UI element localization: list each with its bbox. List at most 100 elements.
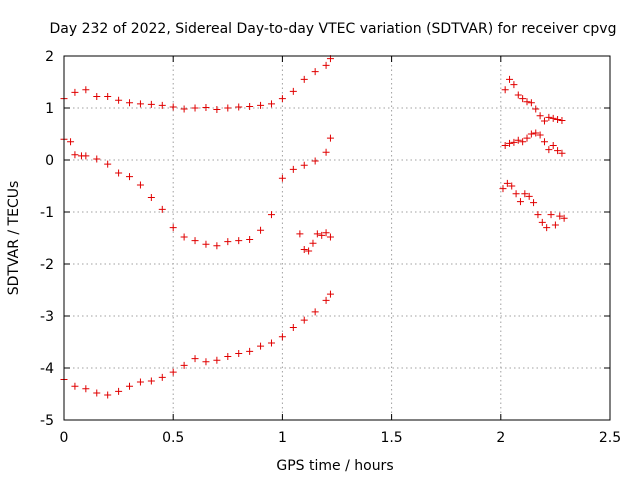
y-tick-label: 0 — [45, 153, 54, 169]
x-tick-label: 1.5 — [380, 430, 402, 446]
data-point — [158, 373, 166, 381]
series-satellite-c — [60, 290, 334, 399]
data-point — [313, 230, 321, 238]
data-point — [115, 169, 123, 177]
data-point — [311, 157, 319, 165]
data-point — [503, 179, 511, 187]
data-point — [523, 134, 531, 142]
x-tick-label: 0.5 — [162, 430, 184, 446]
data-point — [180, 361, 188, 369]
data-point — [267, 339, 275, 347]
data-point — [224, 353, 232, 361]
data-point — [257, 101, 265, 109]
y-tick-label: 2 — [45, 49, 54, 65]
data-point — [543, 224, 551, 232]
series-satellite-b — [60, 134, 334, 250]
data-point — [246, 236, 254, 244]
data-point — [126, 173, 134, 181]
data-point — [278, 174, 286, 182]
y-tick-label: -3 — [40, 309, 54, 325]
data-point — [547, 211, 555, 219]
x-tick-label: 0 — [60, 430, 69, 446]
data-point — [499, 185, 507, 193]
plot-frame — [63, 55, 611, 421]
data-point — [532, 105, 540, 113]
data-point — [326, 134, 334, 142]
data-point — [551, 221, 559, 229]
data-point — [257, 226, 265, 234]
data-point — [235, 103, 243, 111]
grid-layer — [64, 56, 610, 420]
data-point — [309, 239, 317, 247]
data-point — [322, 148, 330, 156]
data-point — [82, 86, 90, 94]
data-point — [115, 96, 123, 104]
data-point — [514, 136, 522, 144]
series-satellite-f — [501, 129, 566, 157]
series-satellite-d — [296, 229, 334, 255]
data-point — [300, 245, 308, 253]
data-point — [311, 68, 319, 76]
data-point — [556, 212, 564, 220]
data-point — [191, 237, 199, 245]
data-point — [527, 130, 535, 138]
data-point — [530, 199, 538, 207]
data-point — [554, 147, 562, 155]
data-point — [267, 211, 275, 219]
marks-layer — [60, 55, 568, 399]
data-point — [519, 138, 527, 146]
data-point — [147, 193, 155, 201]
data-point — [289, 165, 297, 173]
data-point — [514, 91, 522, 99]
data-point — [278, 95, 286, 103]
data-point — [104, 93, 112, 101]
data-point — [538, 218, 546, 226]
data-point — [202, 103, 210, 111]
data-point — [300, 316, 308, 324]
series-satellite-e — [501, 75, 566, 125]
data-point — [278, 333, 286, 341]
data-point — [536, 131, 544, 139]
data-point — [235, 349, 243, 357]
data-point — [169, 368, 177, 376]
data-point — [523, 98, 531, 106]
data-point — [322, 229, 330, 237]
data-point — [318, 231, 326, 239]
data-point — [126, 99, 134, 107]
y-tick-label: 1 — [45, 101, 54, 117]
data-point — [257, 342, 265, 350]
data-point — [534, 211, 542, 219]
series-satellite-a — [60, 55, 334, 114]
series-satellite-g — [499, 179, 568, 232]
data-point — [71, 151, 79, 159]
data-point — [82, 385, 90, 393]
x-axis-label: GPS time / hours — [276, 458, 393, 474]
data-point — [536, 112, 544, 120]
data-point — [558, 149, 566, 157]
y-tick-label: -2 — [40, 257, 54, 273]
data-point — [519, 95, 527, 103]
data-point — [202, 240, 210, 248]
data-point — [521, 190, 529, 198]
data-point — [311, 308, 319, 316]
data-point — [93, 389, 101, 397]
data-point — [267, 100, 275, 108]
data-point — [169, 103, 177, 111]
data-point — [93, 93, 101, 101]
data-point — [289, 87, 297, 95]
data-point — [246, 347, 254, 355]
x-tick-label: 1 — [278, 430, 287, 446]
chart-title: Day 232 of 2022, Sidereal Day-to-day VTE… — [50, 21, 617, 37]
data-point — [305, 247, 313, 255]
data-point — [82, 152, 90, 160]
data-point — [71, 88, 79, 96]
data-point — [180, 233, 188, 241]
data-point — [501, 141, 509, 149]
data-point — [158, 205, 166, 213]
data-point — [296, 230, 304, 238]
data-point — [300, 161, 308, 169]
data-point — [510, 138, 518, 146]
data-point — [93, 155, 101, 163]
